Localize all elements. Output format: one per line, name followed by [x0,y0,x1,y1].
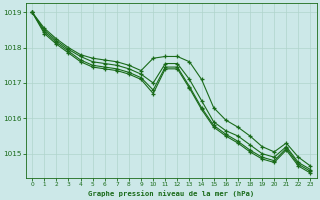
X-axis label: Graphe pression niveau de la mer (hPa): Graphe pression niveau de la mer (hPa) [88,190,254,197]
